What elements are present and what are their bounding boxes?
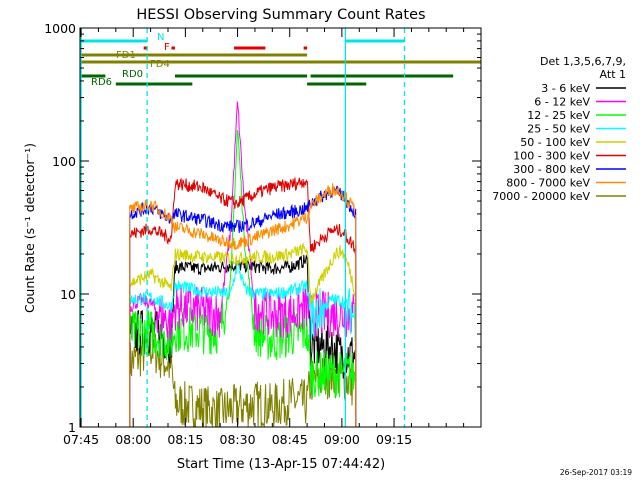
series-line-25-50-kev: [129, 260, 357, 428]
x-tick-label: 08:15: [167, 432, 203, 447]
legend-label-6-12-kev: 6 - 12 keV: [534, 96, 590, 109]
series-line-100-300-kev: [129, 177, 357, 428]
y-tick-label: 10: [60, 287, 76, 302]
observing-flags: NF FD1 FD4 RD0 RD6: [81, 32, 481, 88]
series-line-50-100-kev: [129, 242, 357, 428]
y-axis-title: Count Rate (s⁻¹ detector⁻¹): [22, 143, 37, 313]
flag-label-rd6: RD6: [91, 77, 112, 88]
flag-label-fd4: FD4: [150, 59, 170, 70]
legend-header-line-2: Att 1: [600, 68, 626, 81]
x-axis-title: Start Time (13-Apr-15 07:44:42): [177, 457, 385, 472]
legend-label-50-100-kev: 50 - 100 keV: [520, 136, 590, 149]
legend-header-line-1: Det 1,3,5,6,7,9,: [540, 55, 626, 68]
flag-label-fd1: FD1: [116, 50, 136, 61]
legend-label-25-50-kev: 25 - 50 keV: [527, 123, 590, 136]
legend-label-100-300-kev: 100 - 300 keV: [513, 150, 590, 163]
series-line-12-25-kev: [129, 129, 357, 428]
y-tick-label: 1000: [44, 21, 76, 36]
flag-label-rd0: RD0: [122, 69, 143, 80]
y-tick-label: 1: [68, 420, 76, 435]
x-tick-label: 07:45: [63, 432, 99, 447]
flag-label-n: N: [157, 32, 164, 43]
series-line-800-7000-kev: [129, 183, 357, 428]
x-tick-label: 08:45: [272, 432, 308, 447]
plot-frame: [79, 27, 482, 428]
x-tick-label: 08:00: [115, 432, 151, 447]
legend-label-3-6-kev: 3 - 6 keV: [541, 82, 590, 95]
axes: 07:45 08:00 08:15 08:30 08:45 09:00 09:15 1 10 10…: [44, 21, 482, 447]
series-line-6-12-kev: [129, 101, 357, 428]
legend-label-300-800-kev: 300 - 800 keV: [513, 163, 590, 176]
footer-timestamp: 26-Sep-2017 03:19: [560, 468, 632, 477]
legend-label-800-7000-kev: 800 - 7000 keV: [506, 177, 590, 190]
x-tick-label: 09:00: [324, 432, 360, 447]
x-tick-label: 09:15: [376, 432, 412, 447]
y-tick-label: 100: [52, 154, 76, 169]
legend-label-12-25-kev: 12 - 25 keV: [527, 109, 590, 122]
x-tick-label: 08:30: [220, 432, 256, 447]
legend-label-7000-20000-kev: 7000 - 20000 keV: [492, 190, 590, 203]
chart-title: HESSI Observing Summary Count Rates: [136, 7, 425, 23]
series-layer: [129, 101, 357, 428]
vertical-markers: [80, 28, 406, 427]
flag-label-f: F: [164, 42, 170, 53]
